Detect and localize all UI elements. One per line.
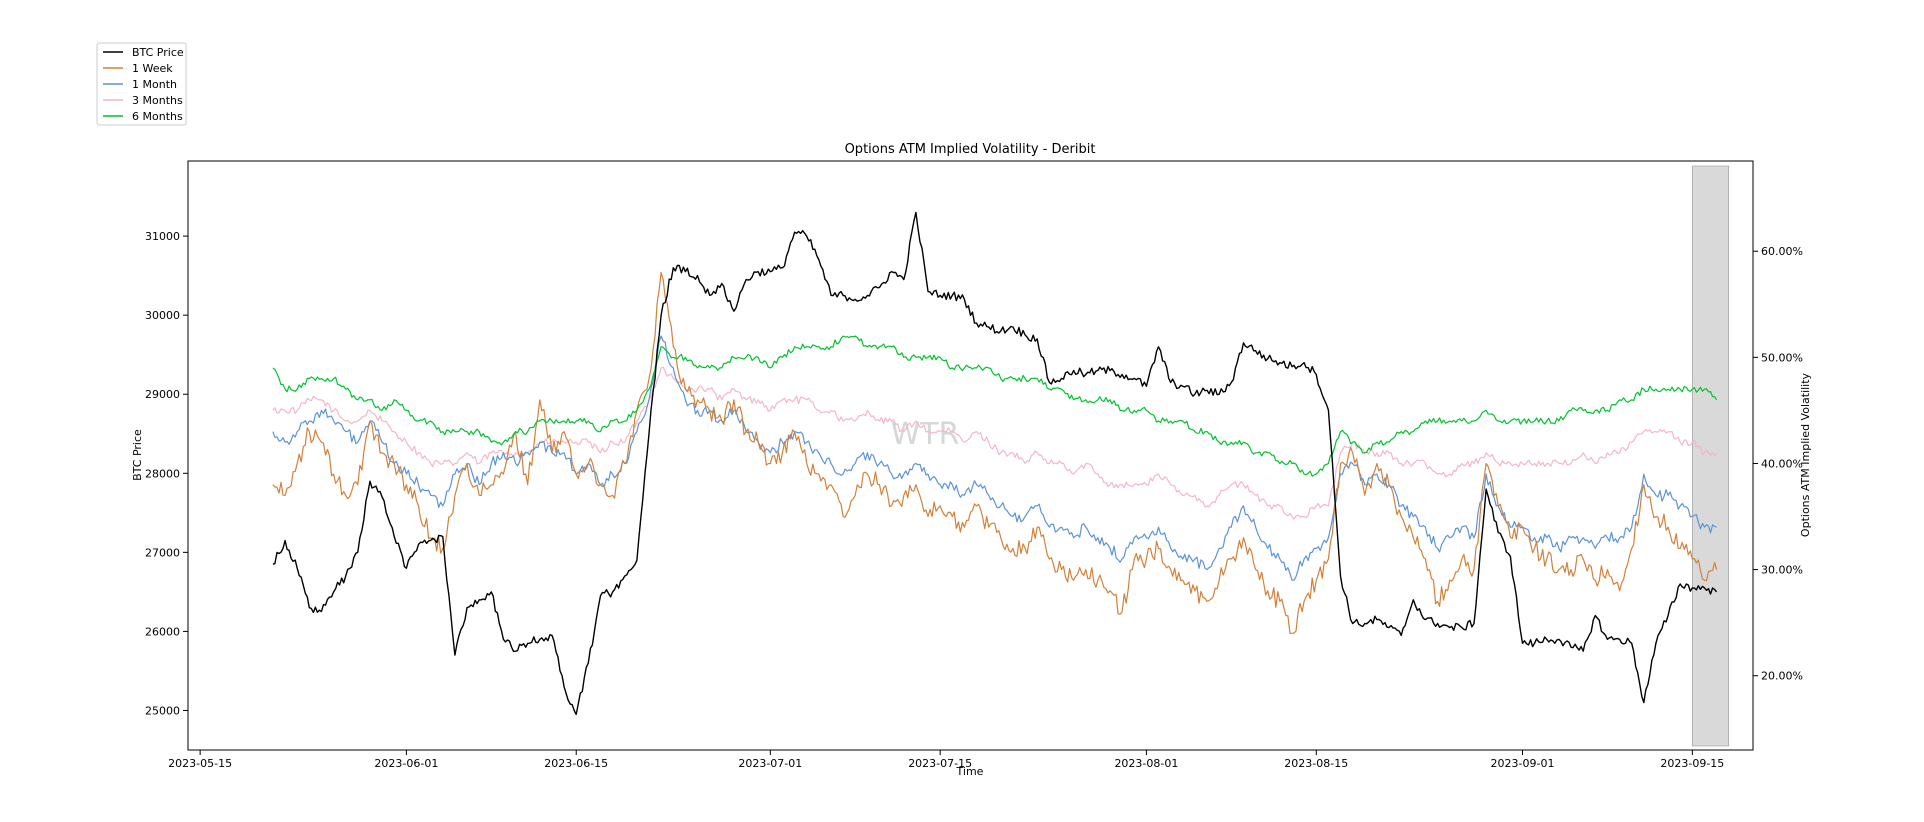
y-axis-right-title: Options ATM Implied Volatility [1799, 372, 1812, 537]
series-line-6-months [272, 335, 1718, 477]
legend-frame [96, 42, 187, 126]
y-left-tick-label: 28000 [145, 467, 180, 480]
chart-title: Options ATM Implied Volatility - Deribit [845, 142, 1096, 157]
series-line-1-month [272, 335, 1717, 581]
legend: BTC Price 1 Week 1 Month 3 Months 6 Months [96, 42, 187, 126]
x-tick-label: 2023-06-15 [544, 757, 608, 770]
y-right-tick-label: 40.00% [1761, 457, 1803, 470]
y-left-tick-label: 26000 [145, 625, 180, 638]
legend-label-btc-price: BTC Price [132, 46, 184, 59]
legend-label-1-month: 1 Month [132, 78, 177, 91]
x-tick-label: 2023-08-01 [1114, 757, 1178, 770]
y-left-tick-label: 25000 [145, 704, 180, 717]
shaded-region [1692, 165, 1730, 747]
y-right-tick-label: 50.00% [1761, 351, 1803, 364]
x-tick-label: 2023-05-15 [168, 757, 232, 770]
x-axis: 2023-05-15 2023-06-01 2023-06-15 2023-07-01… [168, 750, 1724, 770]
x-axis-title: Time [956, 765, 984, 778]
x-tick-label: 2023-08-15 [1284, 757, 1348, 770]
y-right-tick-label: 20.00% [1761, 670, 1803, 683]
y-axis-left: 25000 26000 27000 28000 29000 30000 31000 [145, 230, 188, 717]
x-tick-label: 2023-06-01 [374, 757, 438, 770]
x-tick-label: 2023-09-01 [1491, 757, 1555, 770]
x-tick-label: 2023-07-15 [908, 757, 972, 770]
y-left-tick-label: 31000 [145, 230, 180, 243]
series-line-1-week [272, 271, 1718, 635]
legend-label-3-months: 3 Months [132, 94, 183, 107]
y-left-tick-label: 27000 [145, 546, 180, 559]
series-line-btc-price [272, 211, 1718, 716]
plot-area: WTR [187, 160, 1754, 751]
legend-label-1-week: 1 Week [132, 62, 173, 75]
y-right-tick-label: 30.00% [1761, 564, 1803, 577]
x-tick-label: 2023-09-15 [1660, 757, 1724, 770]
x-tick-label: 2023-07-01 [738, 757, 802, 770]
y-right-tick-label: 60.00% [1761, 245, 1803, 258]
y-axis-left-title: BTC Price [131, 429, 144, 481]
legend-label-6-months: 6 Months [132, 110, 183, 123]
plot-frame [187, 160, 1754, 751]
y-left-tick-label: 30000 [145, 309, 180, 322]
y-axis-right: 20.00% 30.00% 40.00% 50.00% 60.00% [1753, 245, 1803, 683]
y-left-tick-label: 29000 [145, 388, 180, 401]
watermark-text: WTR [891, 417, 960, 452]
